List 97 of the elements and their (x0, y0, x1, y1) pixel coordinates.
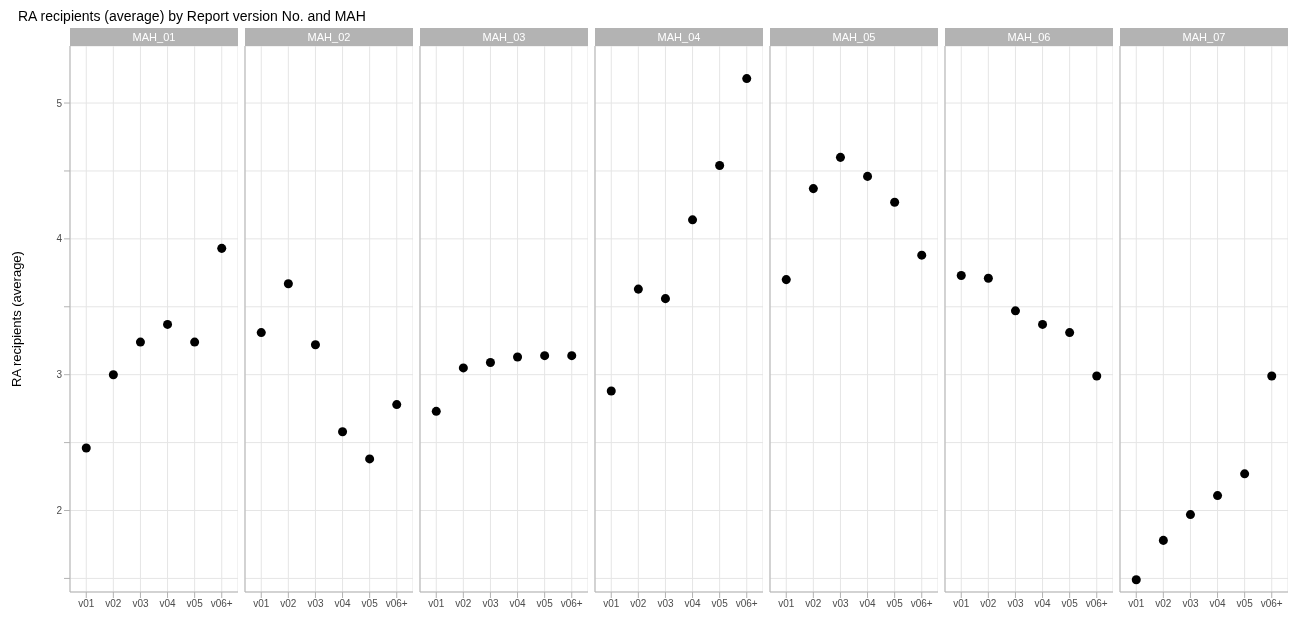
x-tick-label: v02 (980, 598, 997, 610)
x-tick-label: v06+ (1260, 598, 1283, 610)
x-tick-label: v04 (1034, 598, 1052, 610)
x-tick-label: v02 (1155, 598, 1172, 610)
x-tick-label: v05 (711, 598, 729, 610)
chart-subtitle: MAH_01 (70, 28, 238, 46)
x-tick-label: v03 (657, 598, 674, 610)
point (283, 279, 293, 289)
point (983, 273, 993, 283)
point (256, 328, 266, 338)
point (863, 171, 873, 181)
point (310, 340, 320, 350)
point (365, 454, 375, 464)
point (81, 443, 91, 453)
x-tick-label: v01 (1128, 598, 1145, 610)
point (606, 386, 616, 396)
point (458, 363, 468, 373)
x-tick-label: v01 (953, 598, 970, 610)
point (808, 184, 818, 194)
x-tick-label: v05 (186, 598, 204, 610)
x-tick-label: v02 (805, 598, 822, 610)
point (1038, 319, 1048, 329)
point (1131, 575, 1141, 585)
x-tick-label: v06+ (1085, 598, 1108, 610)
x-tick-label: v02 (105, 598, 122, 610)
point (163, 319, 173, 329)
y-axis-title: RA recipients (average) (8, 251, 24, 387)
point (660, 294, 670, 304)
chart-subtitle: MAH_02 (245, 28, 413, 46)
x-tick-label: v01 (78, 598, 95, 610)
point (781, 275, 791, 285)
point (715, 161, 725, 171)
x-tick-label: v02 (455, 598, 472, 610)
x-tick-label: v02 (630, 598, 647, 610)
point (1185, 510, 1195, 520)
x-tick-label: v05 (1236, 598, 1254, 610)
chart-subtitle: MAH_04 (595, 28, 763, 46)
chart-subtitle: MAH_06 (945, 28, 1113, 46)
x-tick-label: v06+ (385, 598, 408, 610)
point (956, 271, 966, 281)
point (1213, 491, 1223, 501)
point (1092, 371, 1102, 381)
point (485, 357, 495, 367)
chart-title: RA recipients (average) by Report version No. and MAH (18, 8, 367, 26)
point (135, 337, 145, 347)
point (513, 352, 523, 362)
point (190, 337, 200, 347)
x-tick-label: v04 (1209, 598, 1227, 610)
x-tick-label: v04 (859, 598, 877, 610)
point (108, 370, 118, 380)
x-tick-label: v01 (778, 598, 795, 610)
x-tick-label: v01 (253, 598, 270, 610)
x-tick-label: v04 (334, 598, 352, 610)
x-tick-label: v01 (603, 598, 620, 610)
point (835, 152, 845, 162)
point (338, 427, 348, 437)
point (1158, 535, 1168, 545)
point (1010, 306, 1020, 316)
x-tick-label: v03 (832, 598, 849, 610)
x-tick-label: v03 (132, 598, 149, 610)
x-tick-label: v05 (536, 598, 554, 610)
x-tick-label: v04 (159, 598, 177, 610)
point (917, 250, 927, 260)
y-tick-label: 3 (56, 369, 63, 381)
x-tick-label: v04 (684, 598, 702, 610)
y-tick-label: 2 (56, 505, 63, 517)
x-tick-label: v05 (886, 598, 904, 610)
chart-subtitle: MAH_05 (770, 28, 938, 46)
x-tick-label: v01 (428, 598, 445, 610)
point (567, 351, 577, 361)
point (431, 406, 441, 416)
point (1267, 371, 1277, 381)
chart-subtitle: MAH_07 (1120, 28, 1288, 46)
point (392, 400, 402, 410)
x-tick-label: v02 (280, 598, 297, 610)
y-tick-label: 4 (56, 233, 63, 245)
x-tick-label: v06+ (210, 598, 233, 610)
point (1065, 328, 1075, 338)
point (540, 351, 550, 361)
point (688, 215, 698, 225)
point (742, 74, 752, 84)
x-tick-label: v05 (1061, 598, 1079, 610)
point (1240, 469, 1250, 479)
x-tick-label: v06+ (560, 598, 583, 610)
x-tick-label: v03 (1182, 598, 1199, 610)
chart-subtitle: MAH_03 (420, 28, 588, 46)
y-tick-label: 5 (56, 97, 63, 109)
x-tick-label: v03 (1007, 598, 1024, 610)
point (633, 284, 643, 294)
x-tick-label: v04 (509, 598, 527, 610)
x-tick-label: v06+ (910, 598, 933, 610)
point (217, 243, 227, 253)
x-tick-label: v03 (307, 598, 324, 610)
x-tick-label: v06+ (735, 598, 758, 610)
x-tick-label: v05 (361, 598, 379, 610)
point (890, 197, 900, 207)
x-tick-label: v03 (482, 598, 499, 610)
